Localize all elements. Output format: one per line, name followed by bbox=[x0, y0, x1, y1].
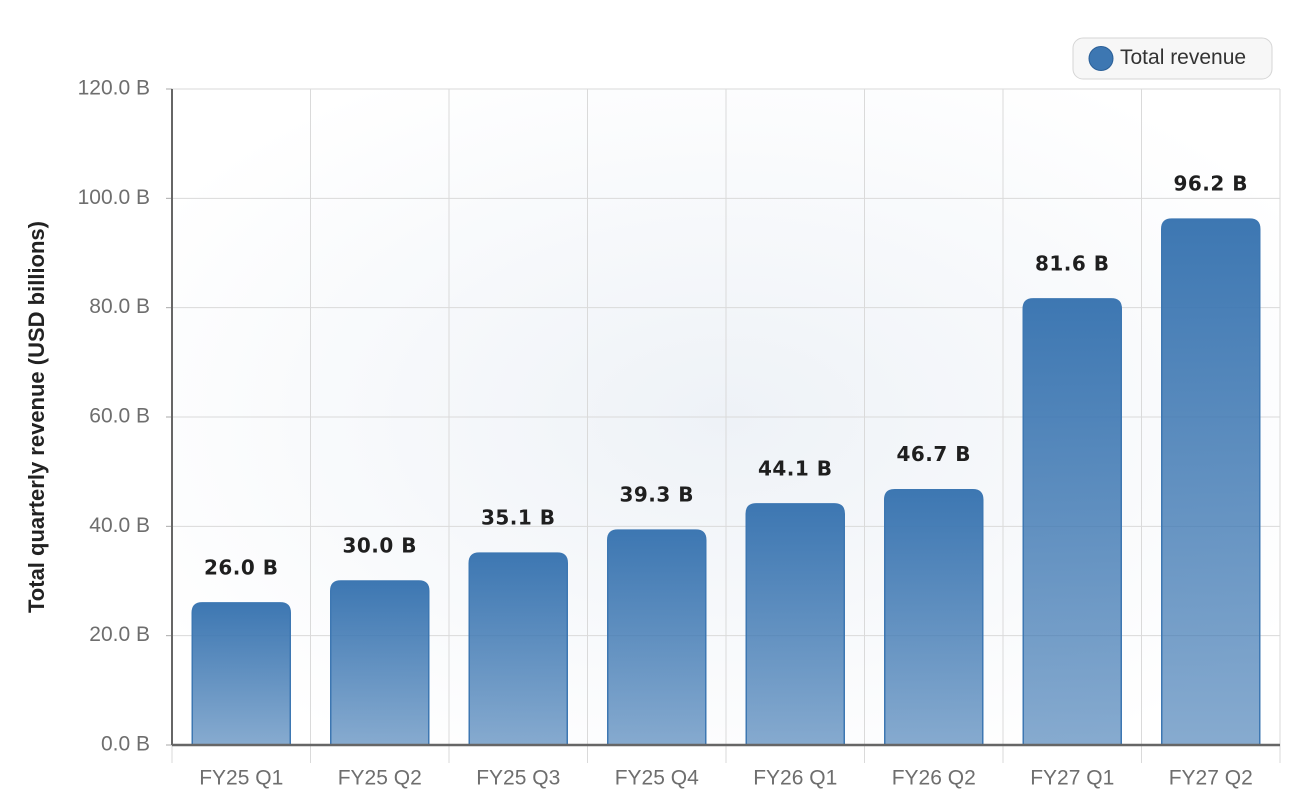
bar bbox=[884, 488, 984, 746]
x-tick-label: FY26 Q2 bbox=[892, 767, 976, 790]
y-tick-label: 80.0 B bbox=[89, 295, 150, 318]
y-tick-label: 20.0 B bbox=[89, 623, 150, 646]
value-label: 81.6 B bbox=[1035, 251, 1110, 275]
x-tick-label: FY26 Q1 bbox=[753, 767, 837, 790]
y-axis-title: Total quarterly revenue (USD billions) bbox=[24, 221, 49, 613]
y-tick-label: 100.0 B bbox=[78, 186, 150, 209]
legend-marker bbox=[1088, 46, 1114, 71]
value-label: 46.7 B bbox=[896, 442, 971, 466]
x-tick-label: FY27 Q2 bbox=[1169, 767, 1253, 790]
bar bbox=[191, 602, 291, 746]
value-label: 30.0 B bbox=[342, 534, 417, 558]
value-label: 26.0 B bbox=[204, 555, 279, 579]
bar bbox=[468, 552, 568, 746]
value-label: 44.1 B bbox=[758, 456, 833, 480]
value-label: 39.3 B bbox=[619, 483, 694, 507]
bar bbox=[1161, 218, 1261, 746]
x-tick-label: FY25 Q3 bbox=[476, 767, 560, 790]
legend-label: Total revenue bbox=[1120, 46, 1246, 69]
y-tick-label: 120.0 B bbox=[78, 77, 150, 100]
y-tick-label: 40.0 B bbox=[89, 514, 150, 537]
legend-box bbox=[1072, 37, 1273, 80]
bar bbox=[745, 503, 845, 746]
value-label: 96.2 B bbox=[1173, 172, 1248, 196]
bar bbox=[1022, 298, 1122, 746]
y-tick-label: 60.0 B bbox=[89, 405, 150, 428]
value-label: 35.1 B bbox=[481, 506, 556, 530]
x-tick-label: FY25 Q2 bbox=[338, 767, 422, 790]
x-tick-label: FY27 Q1 bbox=[1030, 767, 1114, 790]
y-tick-label: 0.0 B bbox=[101, 733, 150, 756]
x-tick-label: FY25 Q4 bbox=[615, 767, 699, 790]
x-tick-label: FY25 Q1 bbox=[199, 767, 283, 790]
bar bbox=[607, 529, 707, 746]
legend: Total revenue bbox=[1072, 37, 1273, 80]
bar bbox=[330, 580, 430, 746]
